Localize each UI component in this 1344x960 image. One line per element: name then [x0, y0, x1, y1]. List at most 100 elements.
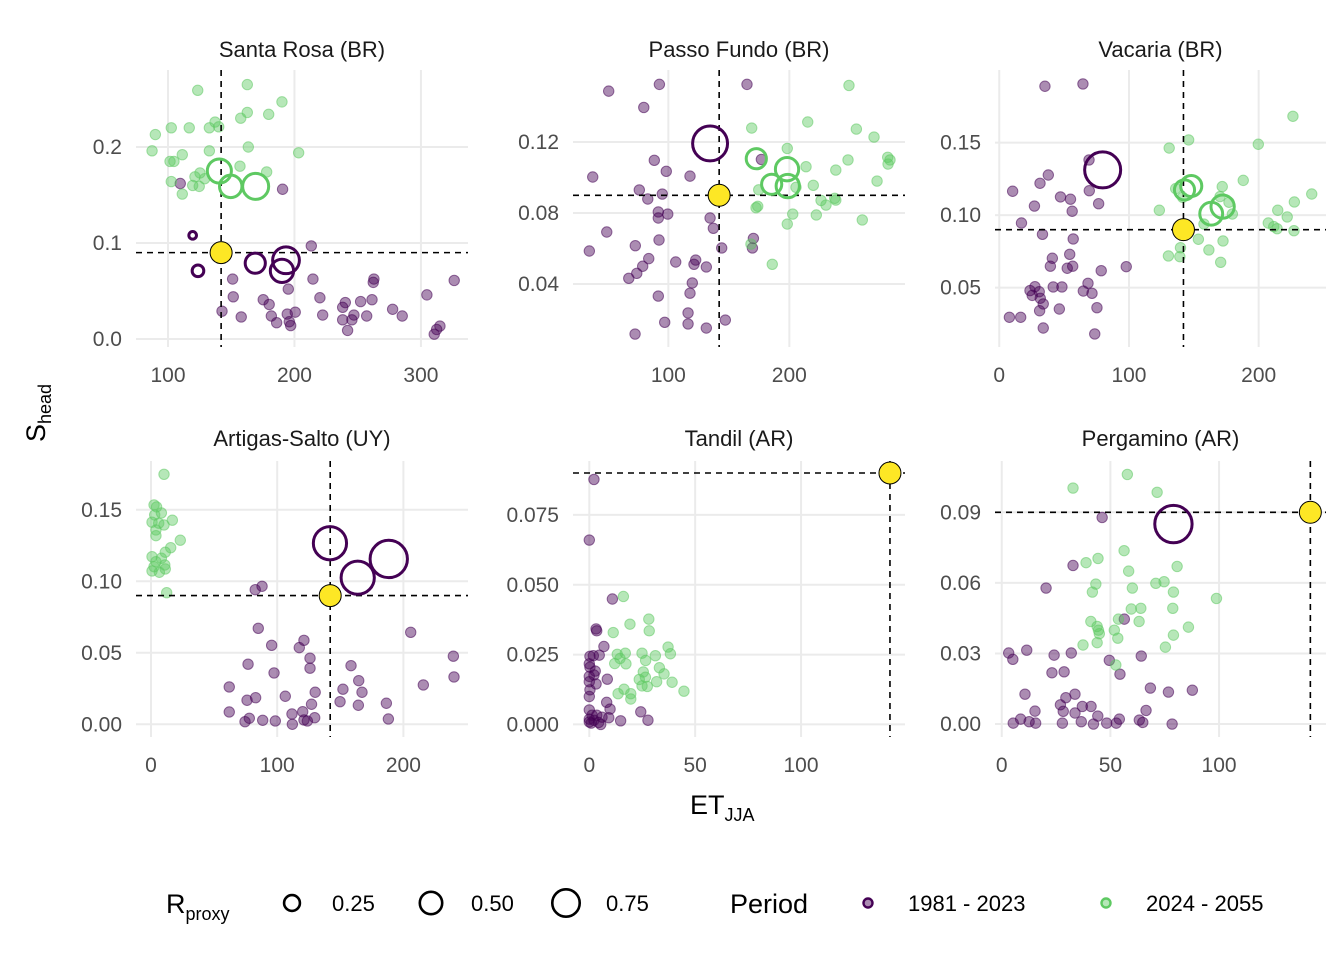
data-point	[235, 311, 247, 323]
size-legend-label: 0.25	[332, 891, 375, 916]
series-historical	[1002, 511, 1199, 730]
data-point	[787, 208, 799, 220]
data-point	[305, 240, 317, 252]
data-point	[642, 714, 654, 726]
data-point	[268, 667, 280, 679]
data-point	[165, 175, 177, 188]
data-point	[1174, 250, 1186, 263]
data-point	[588, 473, 600, 486]
data-point	[216, 305, 228, 317]
color-legend: Period 1981 - 2023 2024 - 2055	[730, 889, 1263, 919]
data-point	[666, 676, 678, 688]
data-point	[380, 697, 393, 709]
data-point	[1287, 110, 1299, 122]
data-point	[1101, 717, 1113, 729]
data-point	[1069, 688, 1081, 700]
data-point	[882, 158, 894, 170]
data-point	[652, 212, 664, 224]
data-point	[270, 317, 283, 329]
data-point	[164, 155, 176, 168]
panel-title: Artigas-Salto (UY)	[213, 426, 390, 451]
color-legend-key	[1100, 897, 1112, 909]
data-point	[638, 101, 650, 114]
data-point	[360, 310, 373, 322]
threshold-point	[1298, 500, 1322, 524]
data-point	[678, 685, 690, 697]
data-point	[1140, 704, 1152, 717]
data-point	[747, 232, 760, 245]
data-point	[286, 718, 299, 730]
data-point	[1040, 582, 1052, 594]
x-tick-label: 200	[772, 364, 807, 387]
x-tick-label: 100	[651, 364, 686, 387]
data-point	[304, 662, 316, 674]
data-point	[1288, 196, 1301, 208]
data-point	[1021, 644, 1033, 656]
data-point	[1216, 180, 1228, 193]
data-point	[1085, 700, 1097, 713]
data-point	[1112, 632, 1124, 644]
data-point	[174, 534, 186, 546]
size-legend-keys: 0.25 0.50 0.75	[282, 887, 649, 919]
data-point	[745, 238, 757, 250]
data-point	[1135, 602, 1147, 614]
data-point	[1158, 576, 1170, 588]
data-point	[1048, 649, 1060, 661]
data-point	[1046, 667, 1058, 679]
series-future	[607, 590, 690, 705]
data-point	[604, 703, 616, 715]
data-point	[1166, 718, 1178, 730]
data-point	[1075, 716, 1087, 728]
data-point	[417, 679, 430, 691]
data-point	[719, 314, 732, 326]
data-point	[1066, 205, 1078, 217]
data-point	[356, 686, 368, 698]
x-tick-label: 0	[583, 754, 595, 777]
data-point	[1214, 256, 1227, 269]
data-point	[700, 322, 713, 334]
data-point	[1003, 311, 1016, 323]
data-point	[842, 154, 854, 166]
data-point	[781, 142, 793, 155]
data-point	[367, 276, 379, 289]
data-point	[337, 683, 349, 695]
rproxy-ring	[243, 251, 267, 275]
data-point	[704, 212, 716, 224]
data-point	[382, 713, 395, 725]
data-point	[603, 712, 615, 724]
data-point	[166, 514, 179, 526]
data-point	[1057, 705, 1069, 718]
data-point	[606, 593, 619, 605]
data-point	[843, 79, 855, 92]
data-point	[241, 694, 253, 706]
data-point	[262, 108, 275, 121]
data-point	[868, 131, 880, 143]
data-point	[1162, 686, 1175, 698]
data-point	[1210, 592, 1223, 605]
x-axis-title-subscript: JJA	[725, 805, 755, 825]
data-point	[309, 686, 321, 698]
data-point	[448, 274, 460, 287]
data-point	[1014, 311, 1027, 323]
panel-title: Tandil (AR)	[685, 426, 794, 451]
data-point	[159, 546, 171, 558]
data-point	[688, 258, 700, 271]
data-point	[252, 622, 264, 635]
rproxy-ring	[241, 171, 271, 201]
data-point	[249, 584, 261, 596]
data-point	[629, 239, 642, 252]
data-point	[633, 184, 646, 196]
data-point	[1056, 281, 1068, 293]
x-tick-label: 50	[1099, 754, 1122, 777]
data-point	[308, 711, 321, 724]
data-point	[234, 160, 246, 172]
data-point	[612, 688, 624, 700]
series-historical	[583, 78, 768, 340]
data-point	[366, 293, 378, 306]
data-point	[334, 695, 346, 708]
data-point	[1163, 142, 1175, 154]
data-point	[1077, 78, 1089, 90]
data-point	[1217, 235, 1229, 247]
data-point	[1118, 544, 1130, 557]
data-point	[598, 640, 610, 653]
